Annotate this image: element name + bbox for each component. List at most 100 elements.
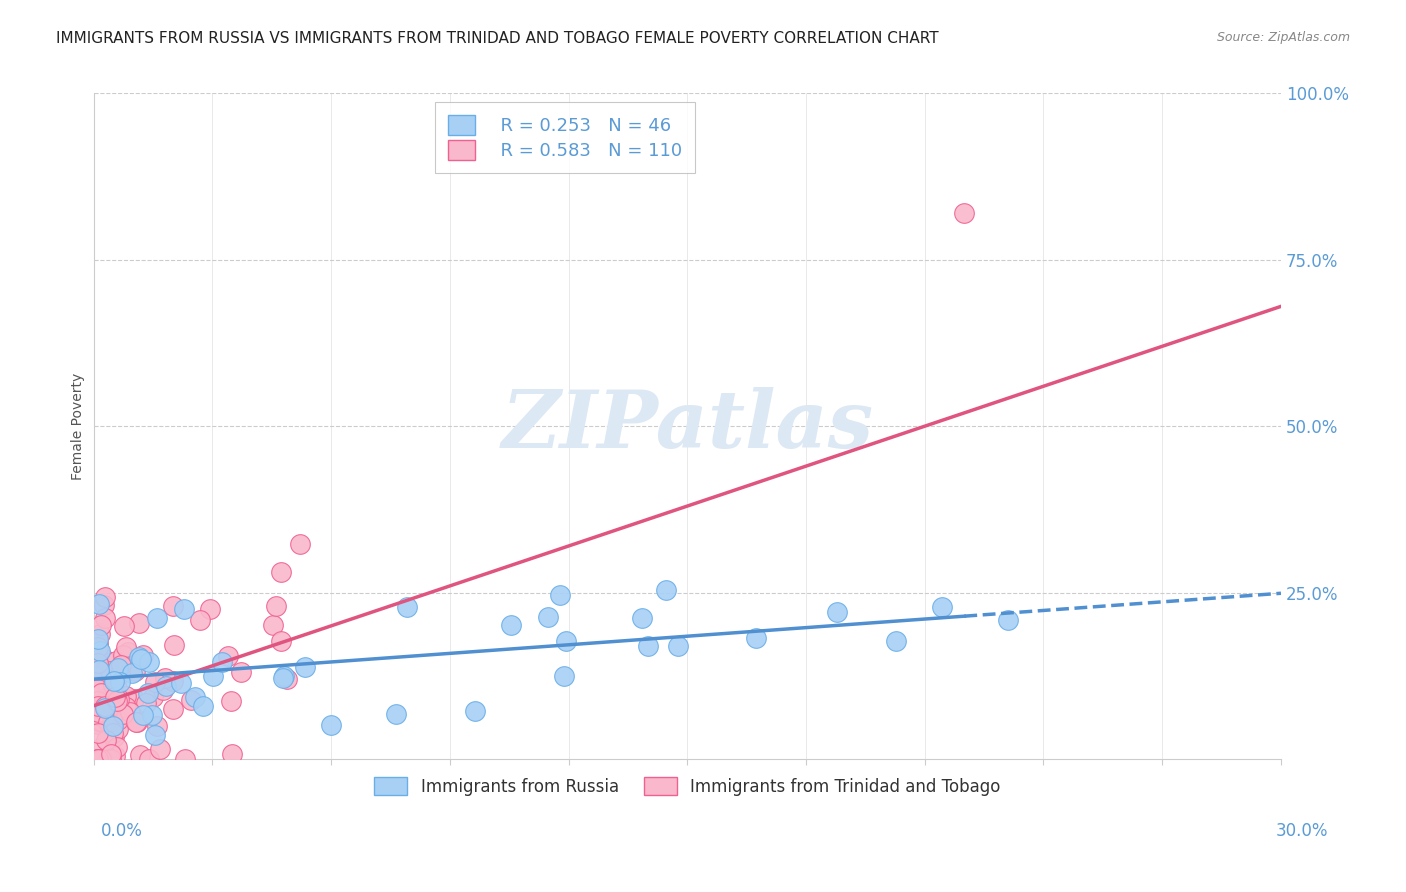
Point bbox=[87, 752, 110, 766]
Point bbox=[221, 747, 243, 761]
Y-axis label: Female Poverty: Female Poverty bbox=[72, 373, 86, 480]
Point bbox=[101, 726, 124, 740]
Point bbox=[155, 679, 177, 693]
Point bbox=[104, 748, 127, 763]
Text: ZIPatlas: ZIPatlas bbox=[501, 387, 873, 465]
Point bbox=[101, 712, 124, 726]
Point bbox=[132, 648, 155, 662]
Point bbox=[86, 673, 108, 688]
Point bbox=[107, 713, 129, 727]
Point bbox=[86, 694, 108, 708]
Point bbox=[114, 619, 136, 633]
Point bbox=[997, 613, 1019, 627]
Point bbox=[129, 747, 152, 762]
Point bbox=[107, 661, 129, 675]
Point bbox=[86, 650, 108, 665]
Point bbox=[188, 613, 211, 627]
Point bbox=[86, 741, 108, 756]
Point bbox=[87, 657, 110, 671]
Point bbox=[290, 537, 312, 551]
Point bbox=[170, 675, 193, 690]
Point bbox=[184, 690, 207, 704]
Point bbox=[110, 674, 132, 689]
Point bbox=[548, 588, 571, 602]
Point bbox=[124, 664, 146, 678]
Point bbox=[86, 726, 108, 740]
Point bbox=[87, 674, 110, 689]
Point bbox=[173, 602, 195, 616]
Point bbox=[89, 696, 111, 710]
Point bbox=[162, 673, 184, 688]
Point bbox=[110, 667, 132, 681]
Point bbox=[149, 742, 172, 756]
Point bbox=[86, 679, 108, 693]
Point bbox=[152, 682, 174, 697]
Point bbox=[294, 660, 316, 674]
Point bbox=[953, 206, 976, 220]
Point bbox=[100, 752, 122, 766]
Point bbox=[125, 715, 148, 730]
Point bbox=[884, 633, 907, 648]
Point bbox=[87, 664, 110, 678]
Point bbox=[202, 669, 225, 683]
Point bbox=[120, 705, 142, 719]
Point bbox=[124, 714, 146, 729]
Point bbox=[107, 722, 129, 736]
Point bbox=[93, 611, 115, 625]
Point bbox=[262, 618, 284, 632]
Point bbox=[138, 752, 160, 766]
Point bbox=[96, 705, 118, 719]
Point bbox=[120, 662, 142, 676]
Text: Source: ZipAtlas.com: Source: ZipAtlas.com bbox=[1216, 31, 1350, 45]
Point bbox=[91, 651, 114, 665]
Point bbox=[94, 590, 117, 604]
Point bbox=[163, 638, 186, 652]
Point bbox=[94, 707, 117, 722]
Text: IMMIGRANTS FROM RUSSIA VS IMMIGRANTS FROM TRINIDAD AND TOBAGO FEMALE POVERTY COR: IMMIGRANTS FROM RUSSIA VS IMMIGRANTS FRO… bbox=[56, 31, 939, 46]
Point bbox=[97, 712, 120, 726]
Point bbox=[89, 597, 111, 611]
Point bbox=[219, 694, 242, 708]
Point bbox=[90, 714, 112, 729]
Point bbox=[499, 617, 522, 632]
Point bbox=[89, 626, 111, 640]
Point bbox=[97, 752, 120, 766]
Text: 30.0%: 30.0% bbox=[1277, 822, 1329, 840]
Point bbox=[100, 671, 122, 685]
Point bbox=[668, 639, 690, 653]
Point bbox=[229, 665, 252, 680]
Point bbox=[631, 610, 654, 624]
Point bbox=[97, 714, 120, 729]
Point bbox=[90, 686, 112, 700]
Point bbox=[121, 666, 143, 681]
Point bbox=[931, 599, 953, 614]
Point bbox=[90, 752, 112, 766]
Point bbox=[115, 690, 138, 704]
Point bbox=[536, 609, 558, 624]
Point bbox=[129, 652, 152, 666]
Point bbox=[162, 702, 184, 716]
Point bbox=[138, 656, 160, 670]
Point bbox=[101, 719, 124, 733]
Point bbox=[93, 702, 115, 716]
Point bbox=[128, 615, 150, 630]
Point bbox=[276, 673, 298, 687]
Legend: Immigrants from Russia, Immigrants from Trinidad and Tobago: Immigrants from Russia, Immigrants from … bbox=[366, 769, 1010, 804]
Point bbox=[553, 669, 575, 683]
Point bbox=[103, 730, 125, 744]
Point bbox=[395, 599, 418, 614]
Point bbox=[110, 657, 132, 672]
Point bbox=[193, 699, 215, 714]
Point bbox=[94, 712, 117, 726]
Point bbox=[142, 690, 165, 704]
Point bbox=[270, 633, 292, 648]
Point bbox=[655, 582, 678, 597]
Point bbox=[89, 714, 111, 729]
Point bbox=[153, 671, 176, 685]
Point bbox=[114, 640, 136, 655]
Point bbox=[101, 678, 124, 692]
Point bbox=[86, 708, 108, 723]
Point bbox=[96, 706, 118, 720]
Point bbox=[86, 640, 108, 654]
Point bbox=[103, 673, 125, 688]
